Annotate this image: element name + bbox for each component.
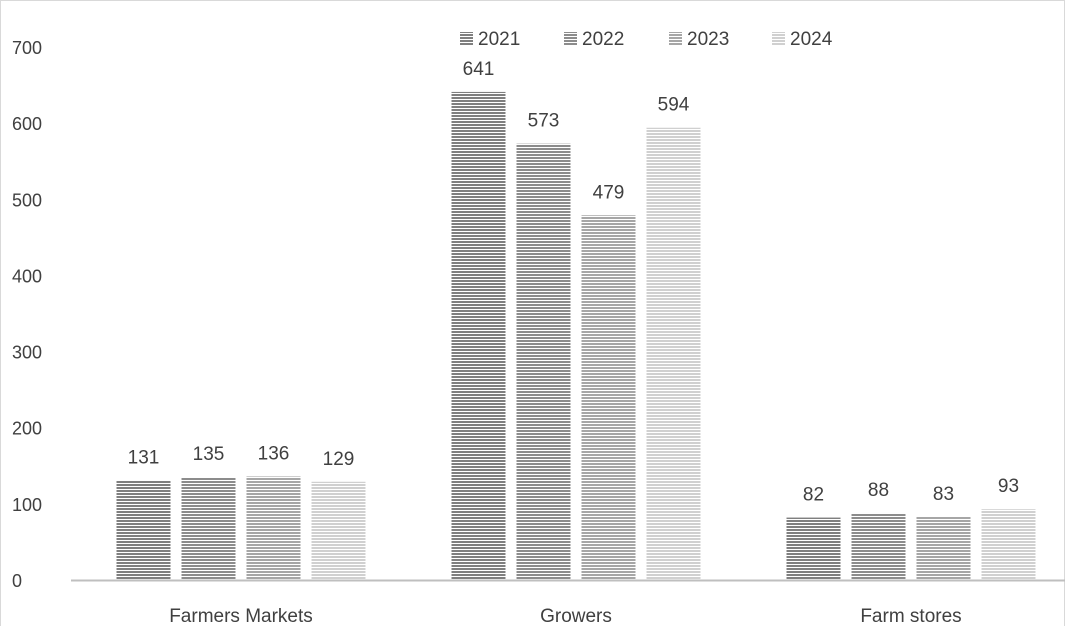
y-tick-label: 700	[12, 38, 42, 58]
bar-2024	[982, 509, 1036, 580]
bar-2022	[852, 513, 906, 580]
y-tick-label: 200	[12, 419, 42, 439]
bar-2021	[117, 480, 171, 580]
bar-2022	[182, 477, 236, 580]
data-labels: 131 135 136 129 641 573 479 594 82 88 83 93	[128, 59, 1019, 506]
data-label: 573	[528, 111, 560, 132]
data-label: 131	[128, 447, 160, 468]
legend: 2021 2022 2023 2024	[460, 29, 833, 50]
bar-2023	[582, 215, 636, 580]
legend-swatch-2021	[460, 32, 473, 45]
bar-2021	[787, 518, 841, 580]
bar-2023	[917, 517, 971, 580]
legend-label-2023: 2023	[687, 29, 729, 50]
x-axis: Farmers Markets Growers Farm stores	[71, 581, 1065, 627]
y-tick-label: 600	[12, 114, 42, 134]
legend-swatch-2022	[564, 32, 577, 45]
legend-label-2022: 2022	[582, 29, 624, 50]
data-label: 82	[803, 485, 824, 506]
y-tick-label: 400	[12, 266, 42, 286]
data-label: 136	[258, 443, 290, 464]
y-tick-label: 0	[12, 571, 22, 591]
data-label: 83	[933, 484, 954, 505]
category-label: Farmers Markets	[169, 606, 313, 627]
category-label: Farm stores	[860, 606, 961, 627]
legend-label-2021: 2021	[478, 29, 520, 50]
y-axis: 0 100 200 300 400 500 600 700	[12, 38, 42, 591]
y-tick-label: 300	[12, 343, 42, 363]
y-tick-label: 100	[12, 495, 42, 515]
data-label: 129	[323, 449, 355, 470]
data-label: 479	[593, 182, 625, 203]
data-label: 641	[463, 59, 495, 80]
y-tick-label: 500	[12, 190, 42, 210]
bar-2021	[452, 92, 506, 580]
legend-swatch-2024	[772, 32, 785, 45]
legend-swatch-2023	[669, 32, 682, 45]
data-label: 135	[193, 444, 225, 465]
category-label: Growers	[540, 606, 612, 627]
bar-2024	[647, 128, 701, 580]
data-label: 93	[998, 476, 1019, 497]
bar-2024	[312, 482, 366, 580]
bar-2023	[247, 476, 301, 580]
legend-label-2024: 2024	[790, 29, 833, 50]
data-label: 594	[658, 95, 690, 116]
bars	[117, 92, 1036, 580]
bar-2022	[517, 144, 571, 580]
data-label: 88	[868, 480, 889, 501]
